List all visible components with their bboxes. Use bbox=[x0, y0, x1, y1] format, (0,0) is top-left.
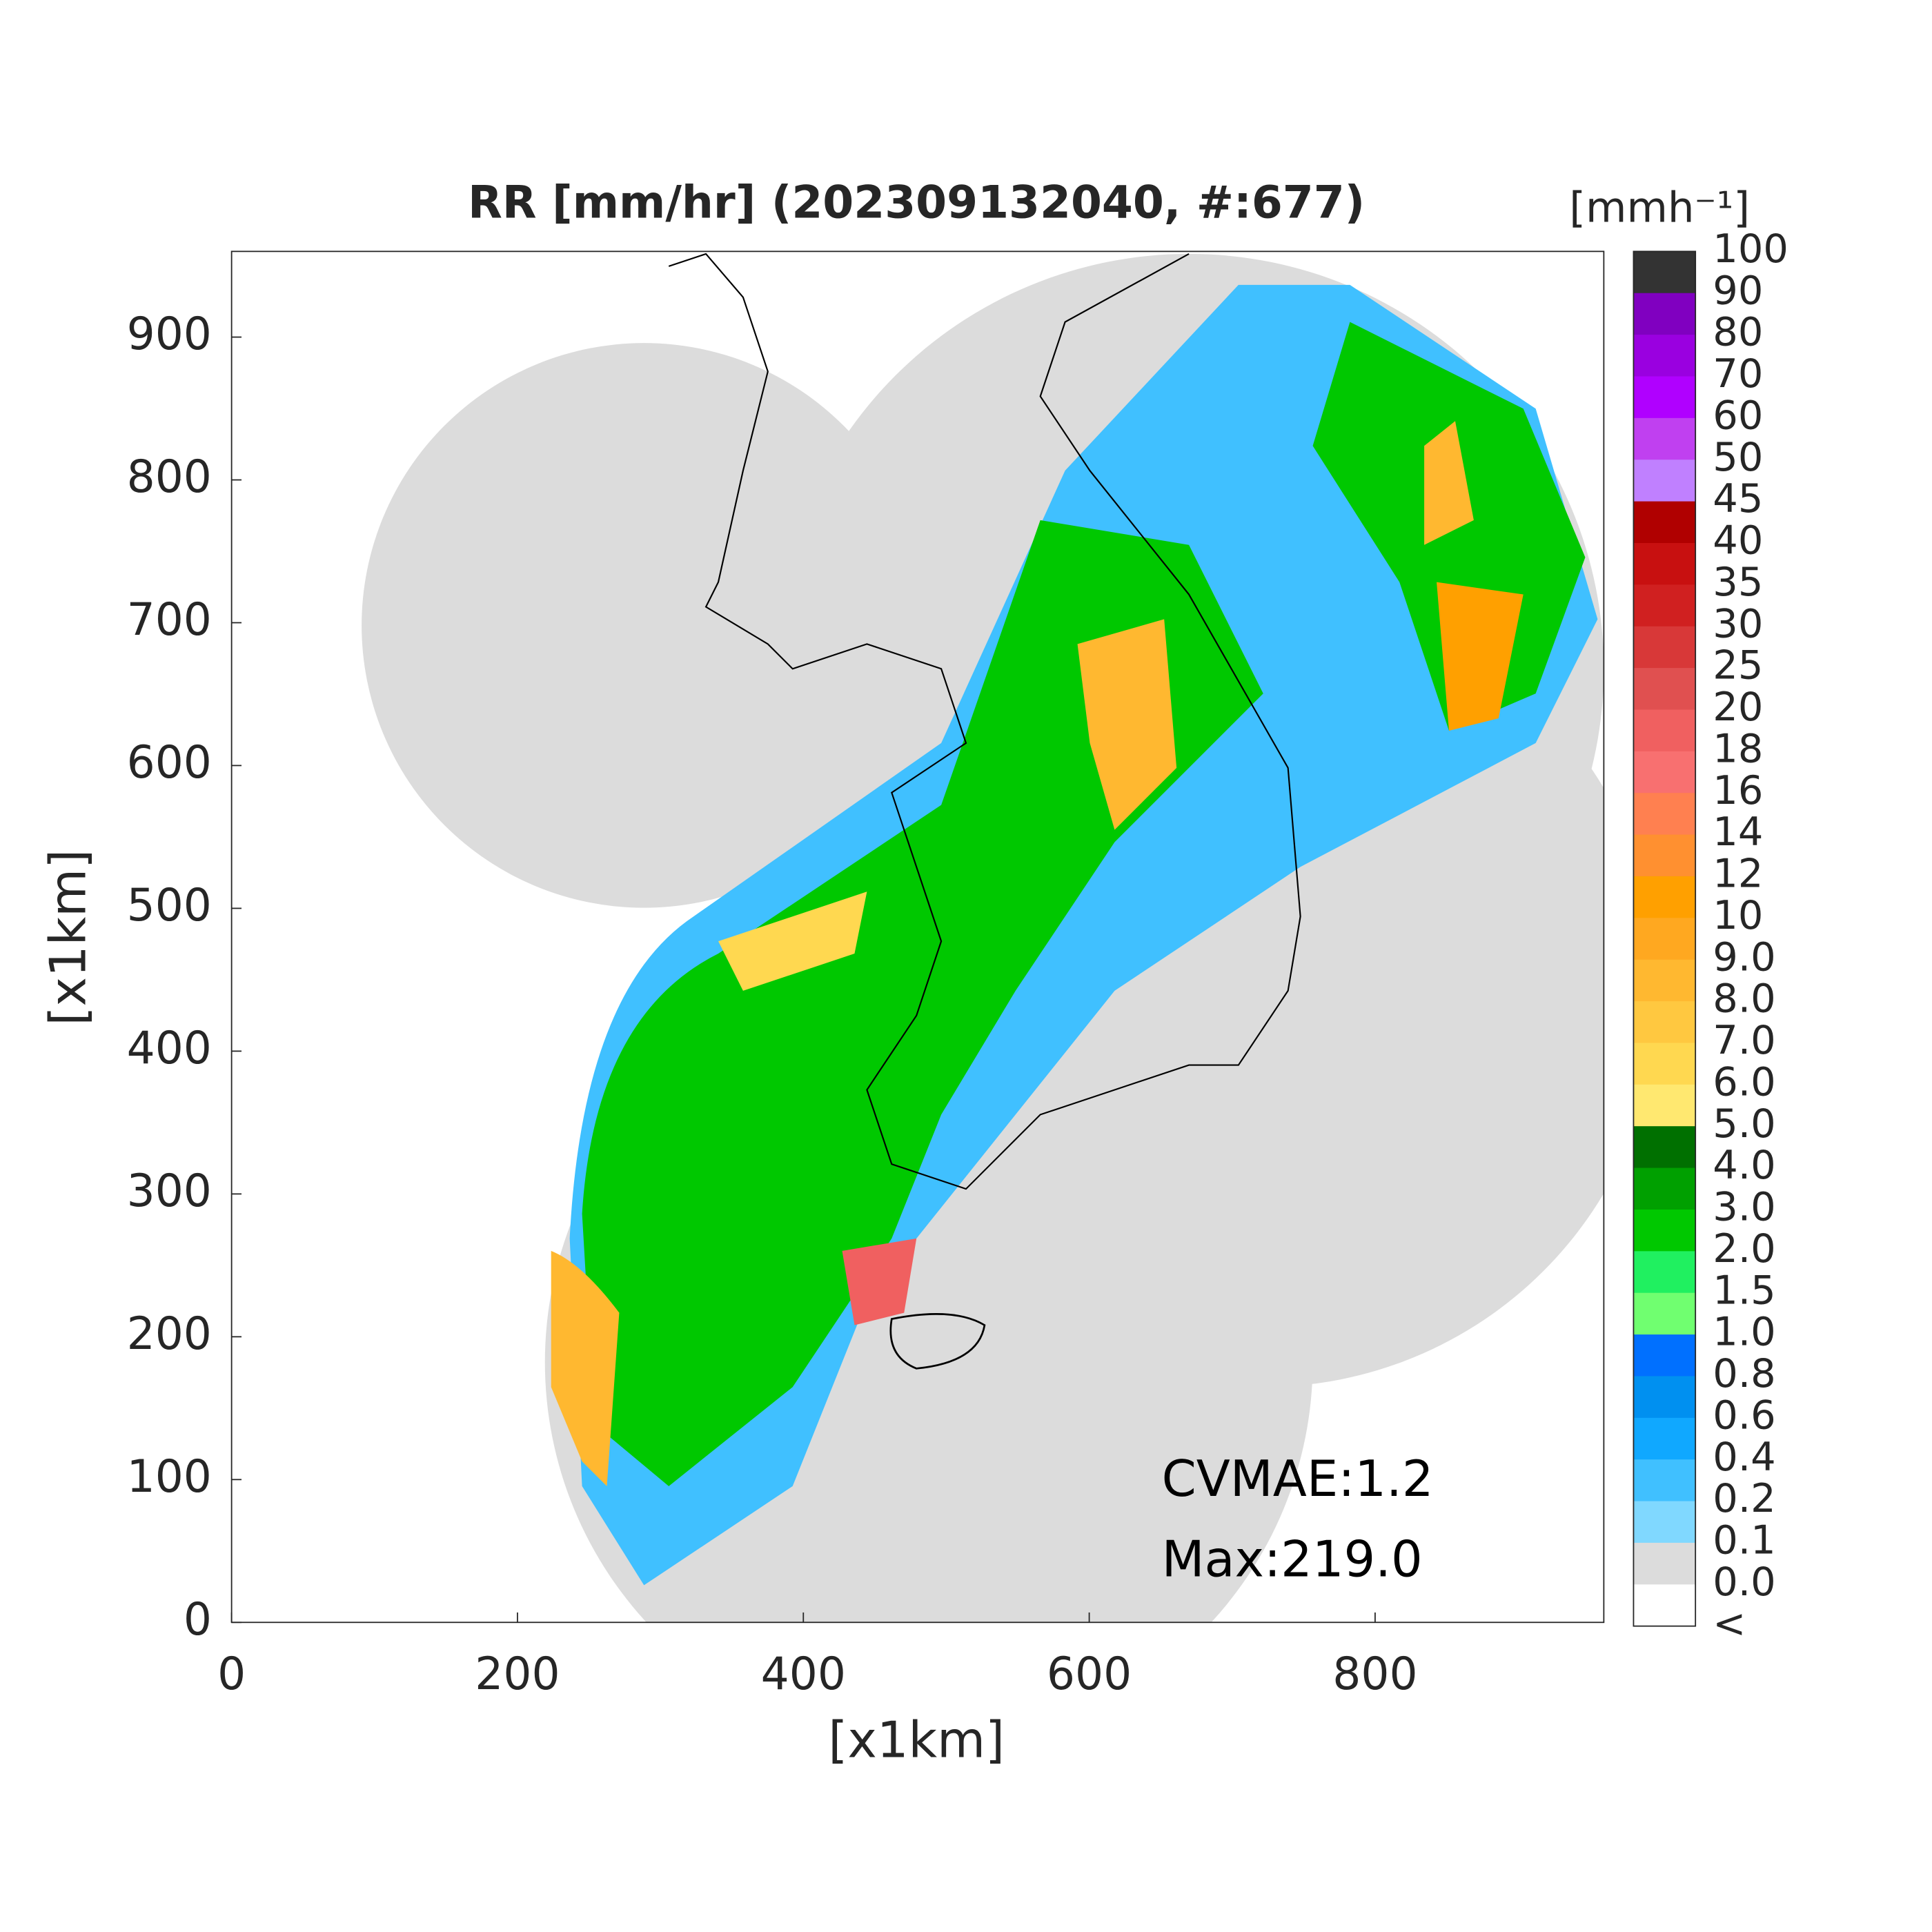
colorbar-tick-label: 12 bbox=[1713, 851, 1763, 897]
colorbar-segment bbox=[1633, 918, 1696, 960]
x-axis-label: [x1km] bbox=[828, 1711, 1005, 1769]
colorbar-tick-label: 35 bbox=[1713, 559, 1763, 605]
y-tick-label: 800 bbox=[127, 451, 212, 503]
y-tick-label: 0 bbox=[184, 1594, 212, 1646]
colorbar-tick-label: 45 bbox=[1713, 475, 1763, 522]
colorbar-segment bbox=[1633, 1542, 1696, 1586]
colorbar-segment bbox=[1633, 251, 1696, 294]
colorbar-tick-label: 1.5 bbox=[1713, 1267, 1775, 1313]
colorbar-segment bbox=[1633, 876, 1696, 919]
colorbar-segment bbox=[1633, 1209, 1696, 1252]
colorbar-segment bbox=[1633, 1501, 1696, 1544]
colorbar-tick-label: 60 bbox=[1713, 392, 1763, 438]
colorbar-segment bbox=[1633, 751, 1696, 794]
colorbar-tick-label: 10 bbox=[1713, 892, 1763, 938]
colorbar-tick-label: 2.0 bbox=[1713, 1225, 1775, 1272]
colorbar-segment bbox=[1633, 1251, 1696, 1294]
colorbar-tick-label: 50 bbox=[1713, 434, 1763, 480]
colorbar-segment bbox=[1633, 668, 1696, 711]
colorbar-segment bbox=[1633, 834, 1696, 877]
colorbar-tick-label: 9.0 bbox=[1713, 934, 1775, 980]
colorbar-tick-label: < bbox=[1713, 1600, 1746, 1646]
colorbar-label: [mmh⁻¹] bbox=[1569, 184, 1750, 233]
annotation: Max:219.0 bbox=[1162, 1530, 1423, 1588]
colorbar-tick-label: 90 bbox=[1713, 267, 1763, 313]
colorbar-segment bbox=[1633, 793, 1696, 836]
colorbar-tick-label: 1.0 bbox=[1713, 1309, 1775, 1355]
colorbar-segment bbox=[1633, 959, 1696, 1002]
y-tick-label: 100 bbox=[127, 1451, 212, 1503]
x-tick-label: 600 bbox=[1047, 1648, 1132, 1700]
colorbar-tick-label: 14 bbox=[1713, 809, 1763, 855]
colorbar-tick-label: 5.0 bbox=[1713, 1101, 1775, 1147]
colorbar-tick-label: 16 bbox=[1713, 767, 1763, 814]
colorbar-segment bbox=[1633, 1126, 1696, 1169]
colorbar-tick-label: 40 bbox=[1713, 518, 1763, 564]
y-axis-label: [x1km] bbox=[39, 849, 97, 1026]
colorbar-tick-label: 0.2 bbox=[1713, 1475, 1775, 1521]
colorbar-tick-label: 18 bbox=[1713, 725, 1763, 771]
colorbar-segment bbox=[1633, 709, 1696, 752]
colorbar-tick-label: 80 bbox=[1713, 309, 1763, 355]
colorbar-segment bbox=[1633, 417, 1696, 461]
colorbar-segment bbox=[1633, 335, 1696, 377]
colorbar-tick-label: 25 bbox=[1713, 642, 1763, 689]
y-tick-label: 600 bbox=[127, 737, 212, 789]
colorbar-segment bbox=[1633, 1292, 1696, 1335]
colorbar-segment bbox=[1633, 1084, 1696, 1127]
colorbar-segment bbox=[1633, 626, 1696, 669]
colorbar-tick-label: 0.8 bbox=[1713, 1350, 1775, 1397]
y-tick-label: 700 bbox=[127, 594, 212, 646]
colorbar-segment bbox=[1633, 1584, 1696, 1627]
y-tick-label: 500 bbox=[127, 880, 212, 931]
colorbar-tick-label: 0.6 bbox=[1713, 1392, 1775, 1438]
colorbar-tick-label: 100 bbox=[1713, 226, 1788, 272]
colorbar-tick-label: 8.0 bbox=[1713, 976, 1775, 1022]
colorbar-segment bbox=[1633, 1376, 1696, 1419]
colorbar-tick-label: 30 bbox=[1713, 600, 1763, 647]
colorbar-segment bbox=[1633, 584, 1696, 627]
radar-map bbox=[362, 253, 1604, 1623]
y-tick-label: 200 bbox=[127, 1308, 212, 1360]
colorbar-segment bbox=[1633, 1334, 1696, 1377]
colorbar-frame bbox=[1633, 250, 1697, 1627]
y-tick-label: 400 bbox=[127, 1023, 212, 1074]
colorbar-tick-label: 0.4 bbox=[1713, 1434, 1775, 1480]
colorbar-tick-label: 4.0 bbox=[1713, 1142, 1775, 1188]
plot-frame bbox=[230, 250, 1605, 1624]
colorbar-segment bbox=[1633, 1043, 1696, 1085]
y-tick-label: 300 bbox=[127, 1165, 212, 1217]
x-tick-label: 0 bbox=[217, 1648, 246, 1700]
colorbar-segment bbox=[1633, 542, 1696, 586]
colorbar-segment bbox=[1633, 1459, 1696, 1502]
colorbar-tick-label: 70 bbox=[1713, 351, 1763, 397]
colorbar-tick-label: 7.0 bbox=[1713, 1017, 1775, 1063]
colorbar-tick-label: 3.0 bbox=[1713, 1184, 1775, 1230]
colorbar-segment bbox=[1633, 293, 1696, 336]
x-tick-label: 800 bbox=[1332, 1648, 1417, 1700]
colorbar-segment bbox=[1633, 1167, 1696, 1210]
colorbar-tick-label: 20 bbox=[1713, 684, 1763, 730]
colorbar-segment bbox=[1633, 460, 1696, 502]
y-tick-label: 900 bbox=[127, 308, 212, 360]
x-tick-label: 400 bbox=[761, 1648, 846, 1700]
title: RR [mm/hr] (202309132040, #:677) bbox=[468, 177, 1365, 229]
annotation: CVMAE:1.2 bbox=[1162, 1450, 1434, 1508]
colorbar-segment bbox=[1633, 1001, 1696, 1044]
colorbar-tick-label: 0.0 bbox=[1713, 1559, 1775, 1605]
colorbar-segment bbox=[1633, 376, 1696, 419]
colorbar-tick-label: 0.1 bbox=[1713, 1517, 1775, 1564]
colorbar-tick-label: 6.0 bbox=[1713, 1058, 1775, 1105]
colorbar-segment bbox=[1633, 1417, 1696, 1461]
colorbar-segment bbox=[1633, 501, 1696, 544]
x-tick-label: 200 bbox=[475, 1648, 560, 1700]
